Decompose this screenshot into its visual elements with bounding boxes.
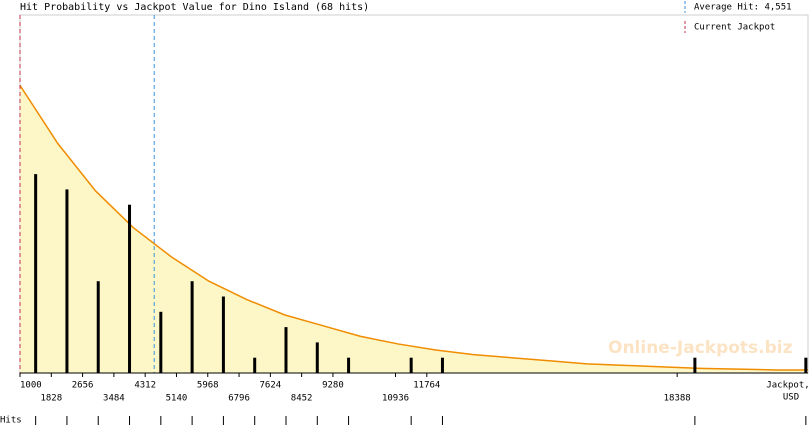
bar (409, 357, 413, 373)
bar (128, 204, 132, 373)
x-tick-label: 2656 (72, 381, 94, 391)
x-axis-label: USD (783, 393, 799, 403)
legend-label: Current Jackpot (694, 23, 775, 33)
legend-label: Average Hit: 4,551 (694, 3, 792, 13)
bar (440, 357, 444, 373)
chart-title: Hit Probability vs Jackpot Value for Din… (20, 2, 369, 13)
bar (693, 357, 697, 373)
bar (804, 357, 808, 373)
bar (253, 357, 257, 373)
x-tick-label: 10936 (382, 394, 409, 404)
bar (96, 281, 100, 373)
bar (159, 311, 163, 373)
bar (221, 296, 225, 373)
bar (315, 342, 319, 373)
x-tick-label: 5968 (197, 381, 219, 391)
x-tick-label: 5140 (166, 394, 188, 404)
bar (65, 189, 69, 373)
x-tick-label: 9280 (322, 381, 344, 391)
x-tick-label: 1000 (20, 381, 42, 391)
x-tick-label: 7624 (260, 381, 282, 391)
curve-line (19, 84, 808, 371)
hits-label: Hits (0, 416, 22, 425)
bar (190, 281, 194, 373)
bar (284, 327, 288, 373)
x-tick-label: 3484 (103, 394, 125, 404)
x-tick-label: 1828 (40, 394, 62, 404)
x-tick-label: 11764 (413, 381, 440, 391)
x-axis-label: Jackpot, (766, 381, 809, 391)
watermark: Online-Jackpots.biz (608, 338, 793, 358)
bar (347, 357, 351, 373)
x-tick-label: 18388 (664, 394, 691, 404)
x-tick-label: 6796 (228, 394, 250, 404)
bar (34, 174, 38, 373)
curve-area (20, 85, 808, 373)
x-tick-label: 4312 (134, 381, 156, 391)
x-tick-label: 8452 (291, 394, 313, 404)
